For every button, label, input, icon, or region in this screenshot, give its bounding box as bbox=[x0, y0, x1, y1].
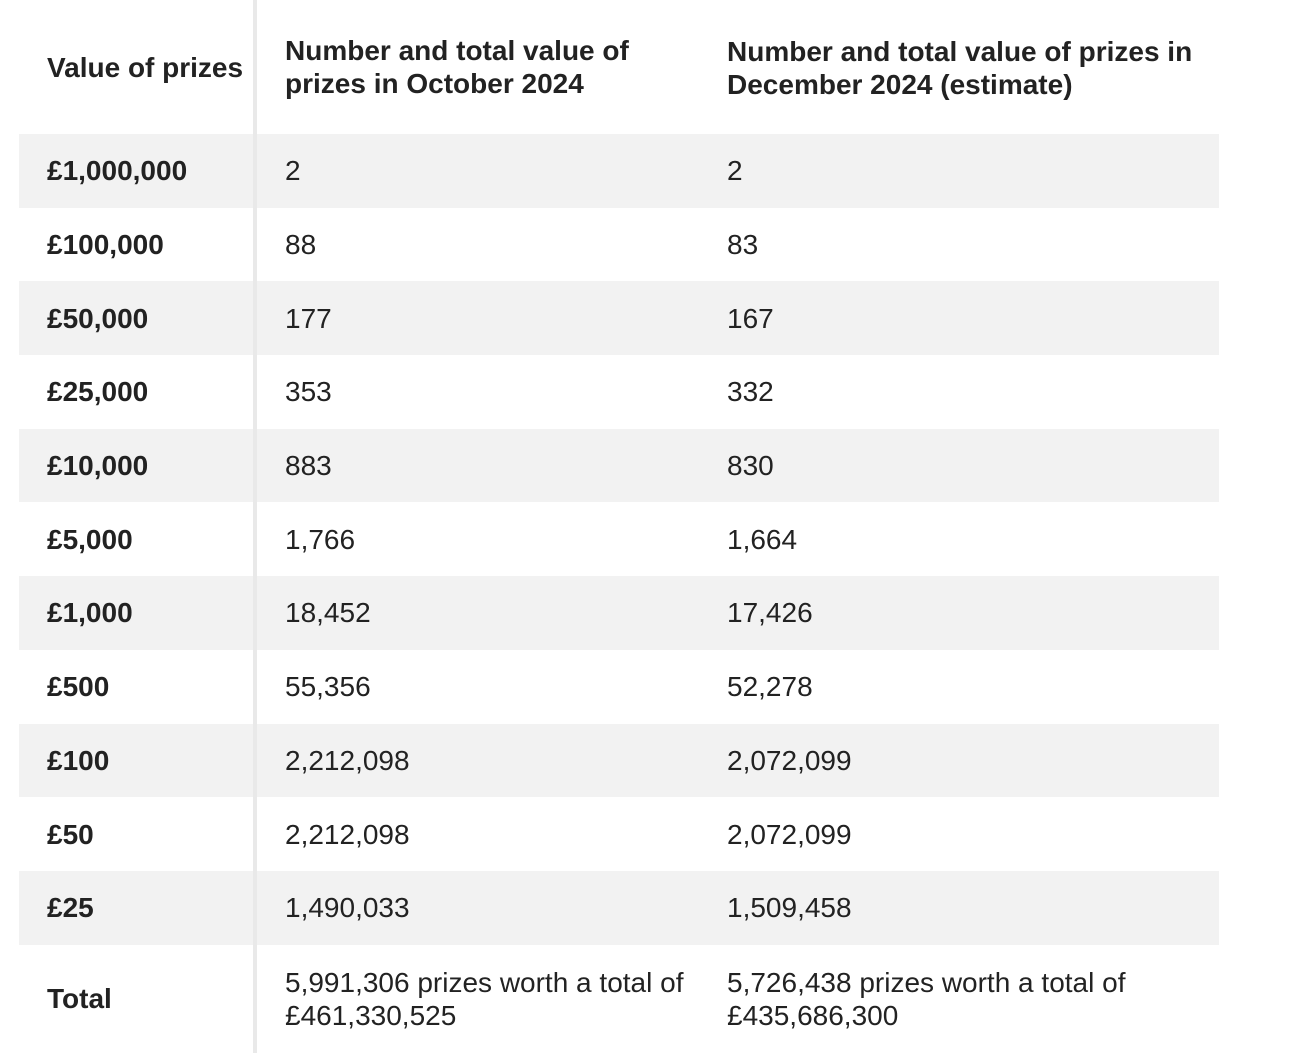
prize-value-cell: £25,000 bbox=[19, 355, 257, 429]
header-row: Value of prizes Number and total value o… bbox=[19, 0, 1219, 134]
prize-table: Value of prizes Number and total value o… bbox=[19, 0, 1221, 1053]
october-count-cell: 883 bbox=[255, 428, 699, 503]
october-count-cell: 1,766 bbox=[255, 502, 699, 577]
header-october-2024: Number and total value of prizes in Octo… bbox=[285, 35, 629, 99]
december-count-cell: 52,278 bbox=[699, 649, 1219, 724]
prize-value-cell: £1,000,000 bbox=[19, 134, 257, 208]
table-header: Value of prizes Number and total value o… bbox=[19, 0, 1219, 134]
prize-value-cell: £100 bbox=[19, 723, 257, 798]
table-row: £50,000 177 167 bbox=[19, 281, 1219, 356]
october-count-cell: 2,212,098 bbox=[255, 723, 699, 798]
table-row: £500 55,356 52,278 bbox=[19, 649, 1219, 724]
prize-value-cell: £100,000 bbox=[19, 207, 257, 282]
prize-value-cell: £50 bbox=[19, 797, 257, 871]
table-row: £10,000 883 830 bbox=[19, 428, 1219, 503]
table-row: £100 2,212,098 2,072,099 bbox=[19, 723, 1219, 798]
december-count-cell: 1,509,458 bbox=[699, 870, 1219, 945]
table-row: £1,000,000 2 2 bbox=[19, 134, 1219, 208]
october-count-cell: 353 bbox=[255, 355, 699, 429]
prize-table-container: Value of prizes Number and total value o… bbox=[19, 0, 1219, 1053]
total-label-cell: Total bbox=[19, 944, 257, 1053]
prize-value-cell: £5,000 bbox=[19, 502, 257, 577]
table-row: £1,000 18,452 17,426 bbox=[19, 576, 1219, 650]
october-count-cell: 1,490,033 bbox=[255, 870, 699, 945]
header-december-2024-estimate: Number and total value of prizes in Dece… bbox=[727, 36, 1193, 100]
table-row: £25 1,490,033 1,509,458 bbox=[19, 870, 1219, 945]
prize-value-cell: £1,000 bbox=[19, 576, 257, 650]
december-count-cell: 2 bbox=[699, 134, 1219, 208]
december-count-cell: 2,072,099 bbox=[699, 723, 1219, 798]
october-count-cell: 18,452 bbox=[255, 576, 699, 650]
october-count-cell: 88 bbox=[255, 207, 699, 282]
december-count-cell: 2,072,099 bbox=[699, 797, 1219, 871]
table-row: £50 2,212,098 2,072,099 bbox=[19, 797, 1219, 871]
prize-value-cell: £25 bbox=[19, 870, 257, 945]
december-count-cell: 830 bbox=[699, 428, 1219, 503]
prize-value-cell: £50,000 bbox=[19, 281, 257, 356]
december-count-cell: 17,426 bbox=[699, 576, 1219, 650]
prize-value-cell: £10,000 bbox=[19, 428, 257, 503]
total-october-cell: 5,991,306 prizes worth a total of £461,3… bbox=[255, 944, 699, 1053]
october-count-cell: 2 bbox=[255, 134, 699, 208]
december-count-cell: 1,664 bbox=[699, 502, 1219, 577]
table-row: £5,000 1,766 1,664 bbox=[19, 502, 1219, 577]
october-count-cell: 177 bbox=[255, 281, 699, 356]
table-row: £100,000 88 83 bbox=[19, 207, 1219, 282]
december-count-cell: 83 bbox=[699, 207, 1219, 282]
table-body: £1,000,000 2 2 £100,000 88 83 £50,000 177 167 £25… bbox=[19, 134, 1219, 1053]
prize-value-cell: £500 bbox=[19, 649, 257, 724]
header-value-of-prizes: Value of prizes bbox=[19, 0, 257, 134]
total-row: Total 5,991,306 prizes worth a total of £… bbox=[19, 944, 1219, 1053]
october-count-cell: 2,212,098 bbox=[255, 797, 699, 871]
december-count-cell: 167 bbox=[699, 281, 1219, 356]
total-december-cell: 5,726,438 prizes worth a total of £435,6… bbox=[699, 944, 1219, 1053]
december-count-cell: 332 bbox=[699, 355, 1219, 429]
table-row: £25,000 353 332 bbox=[19, 355, 1219, 429]
october-count-cell: 55,356 bbox=[255, 649, 699, 724]
